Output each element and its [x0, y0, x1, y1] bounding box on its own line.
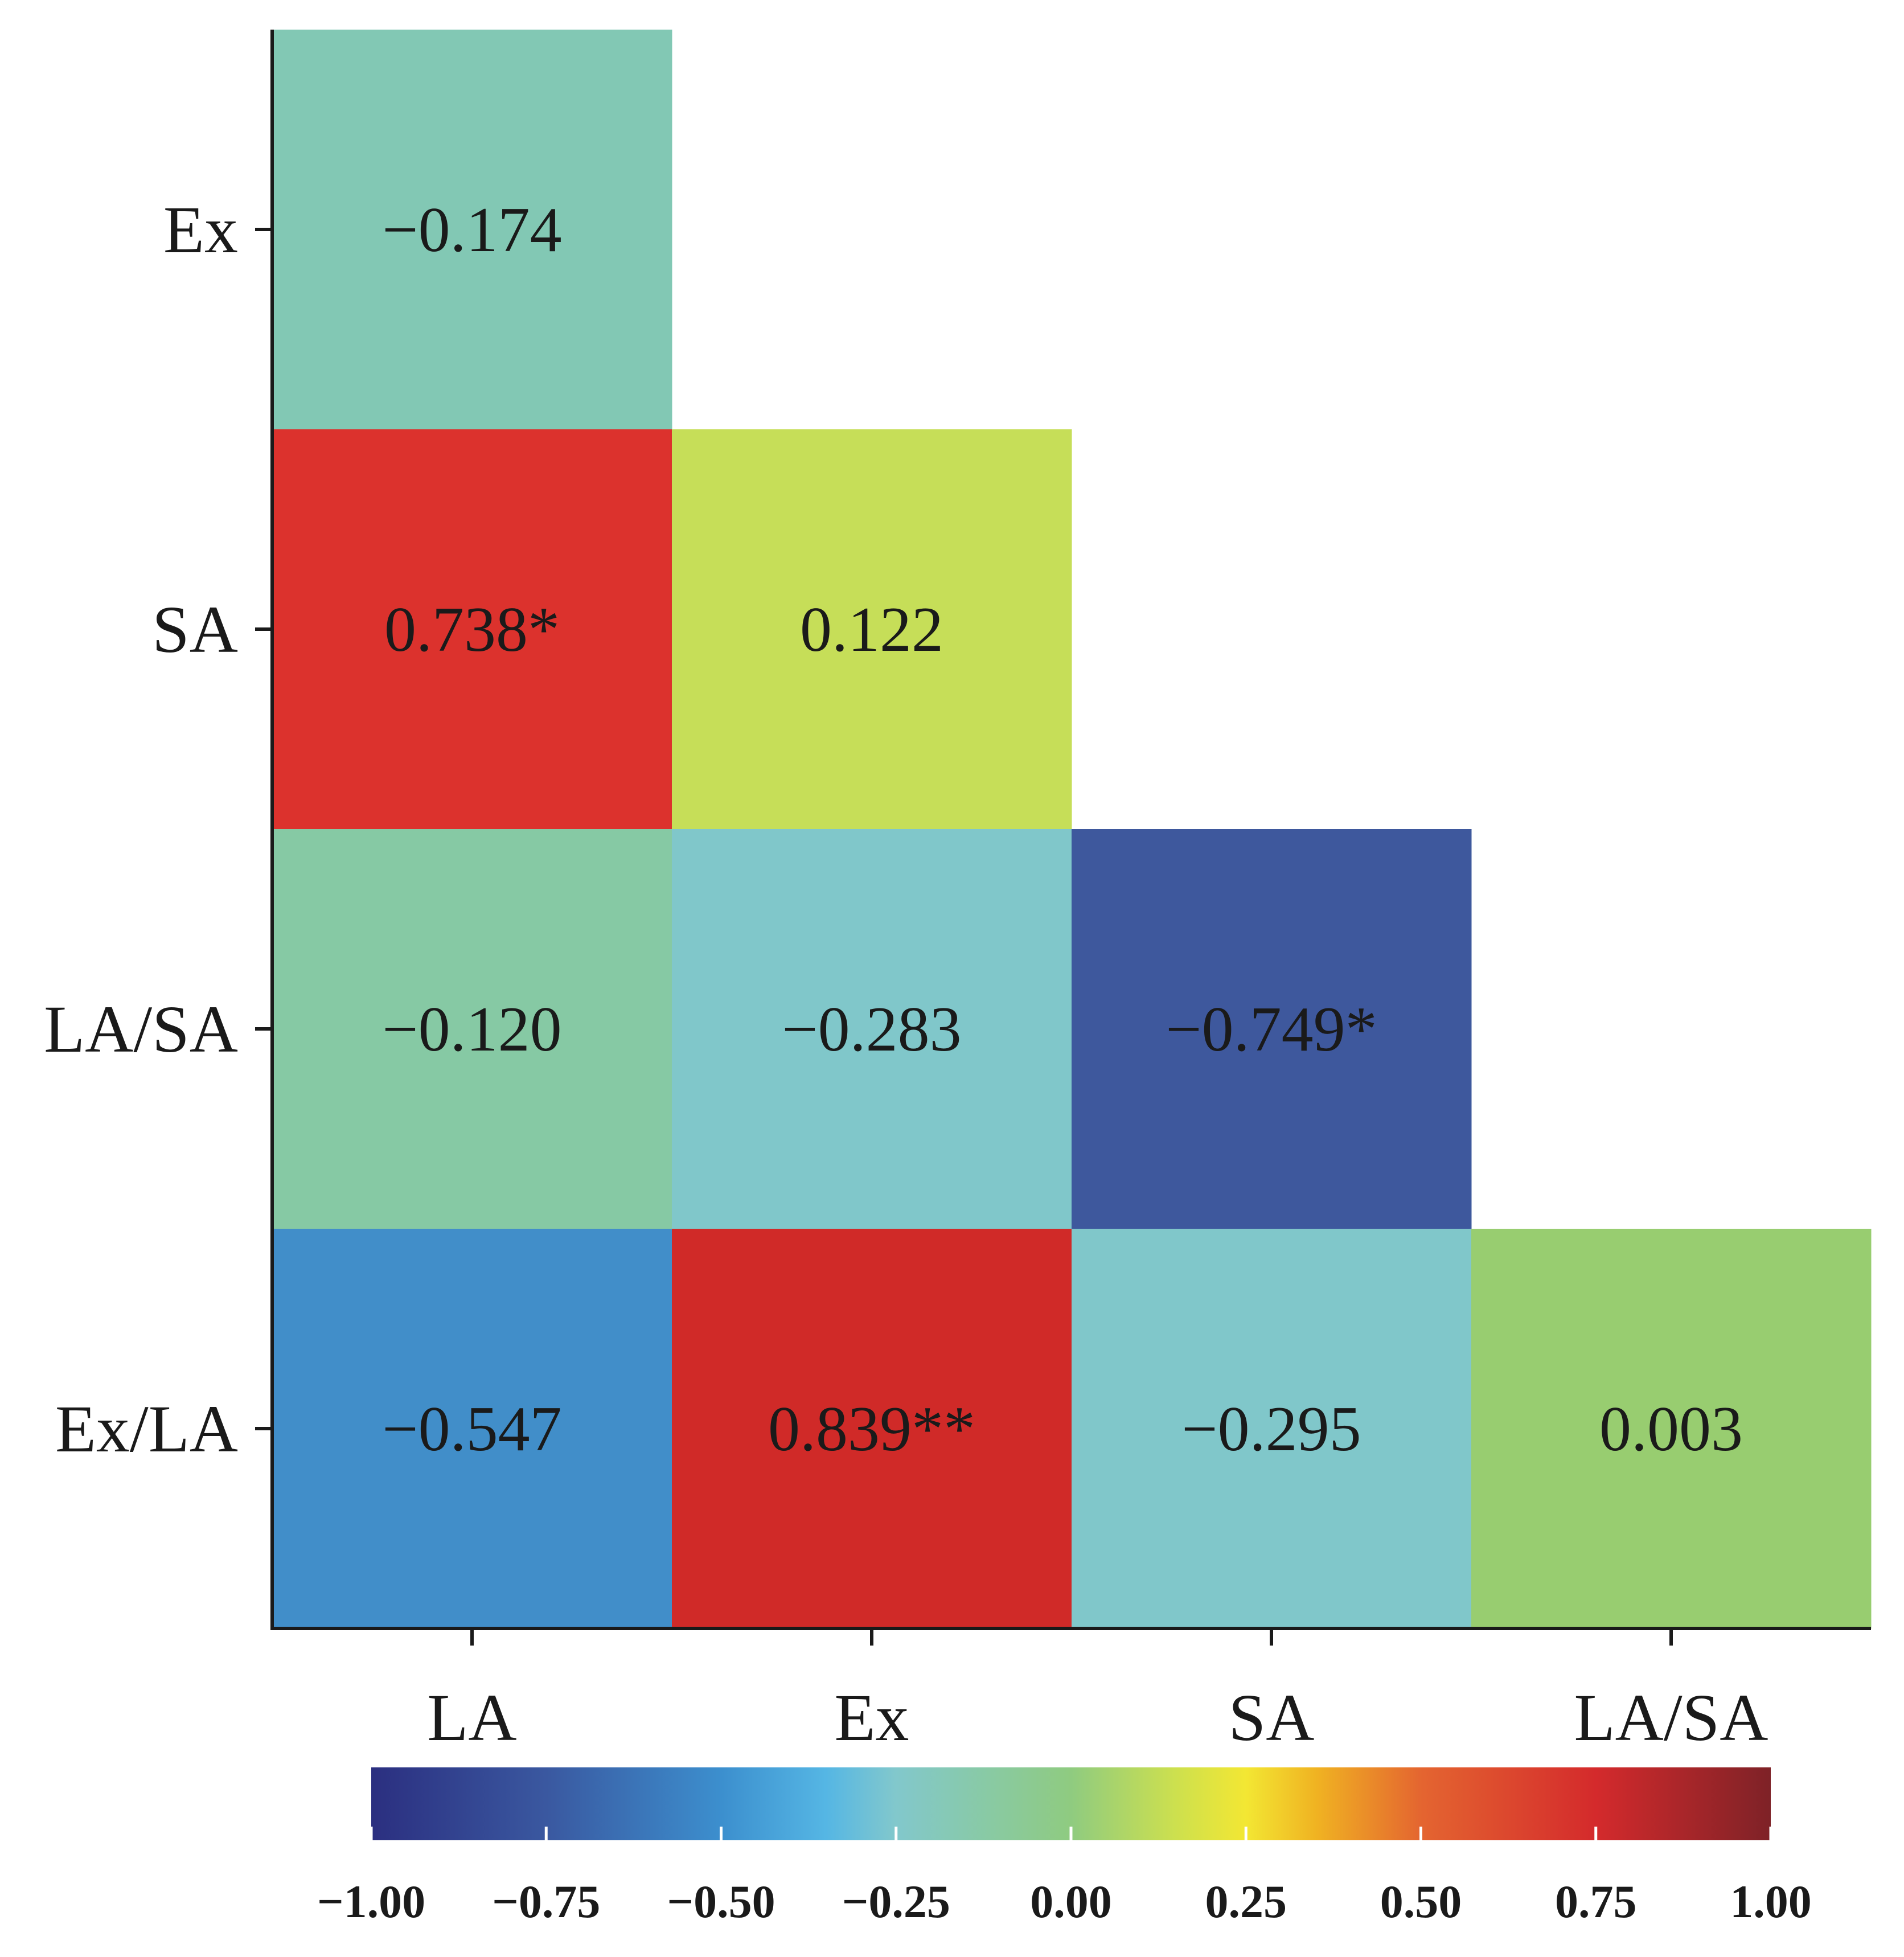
colorbar-tick-label: 0.50 — [1380, 1876, 1462, 1927]
cell-la-sa-ex — [672, 829, 1072, 1229]
cell-ex-la-sa-label: −0.295 — [1181, 1394, 1361, 1464]
cell-ex-la-la-sa-label: 0.003 — [1599, 1394, 1743, 1464]
axis-ticks: Ex SA LA/SA Ex/LA LA Ex SA LA/SA — [44, 192, 1768, 1755]
cell-ex-la-ex-label: 0.839** — [768, 1394, 975, 1464]
cell-sa-ex — [672, 429, 1072, 830]
cell-sa-la-label: 0.738* — [384, 594, 560, 665]
cell-sa-la — [272, 429, 672, 830]
colorbar-tick-label: −0.50 — [667, 1876, 775, 1927]
cell-ex-la — [272, 30, 672, 430]
cell-ex-la-label: −0.174 — [382, 195, 561, 265]
cell-la-sa-la — [272, 829, 672, 1229]
x-tick-label-ex: Ex — [834, 1680, 909, 1755]
cell-la-sa-sa-label: −0.749* — [1166, 994, 1377, 1065]
y-tick-label-sa: SA — [152, 592, 238, 667]
colorbar-tick-label: −0.75 — [492, 1876, 600, 1927]
axes — [270, 30, 1871, 1630]
cell-ex-la-ex — [672, 1229, 1072, 1629]
y-tick-label-ex-la: Ex/LA — [55, 1392, 238, 1466]
x-tick-label-sa: SA — [1229, 1680, 1315, 1755]
cell-sa-ex-label: 0.122 — [800, 594, 943, 665]
heatmap-cells: −0.174 0.738* 0.122 −0.120 −0.283 −0.749* −0.5… — [272, 30, 1872, 1629]
colorbar: −1.00 −0.75 −0.50 −0.25 0.00 0.25 0.50 0.75 1.00 — [317, 1767, 1812, 1927]
colorbar-tick-label: −1.00 — [317, 1876, 425, 1927]
y-tick-label-la-sa: LA/SA — [44, 992, 238, 1066]
cell-la-sa-sa — [1072, 829, 1472, 1229]
x-tick-label-la-sa: LA/SA — [1574, 1680, 1768, 1755]
colorbar-tick-label: 0.75 — [1555, 1876, 1637, 1927]
colorbar-tick-label: 1.00 — [1730, 1876, 1812, 1927]
cell-ex-la-la — [272, 1229, 672, 1629]
cell-ex-la-la-label: −0.547 — [382, 1394, 561, 1464]
cell-la-sa-ex-label: −0.283 — [782, 994, 961, 1065]
cell-la-sa-la-label: −0.120 — [382, 994, 561, 1065]
y-tick-label-ex: Ex — [163, 192, 238, 267]
colorbar-tick-label: −0.25 — [842, 1876, 950, 1927]
cell-ex-la-sa — [1072, 1229, 1472, 1629]
colorbar-tick-label: 0.00 — [1030, 1876, 1112, 1927]
cell-ex-la-la-sa — [1471, 1229, 1872, 1629]
colorbar-tick-label: 0.25 — [1205, 1876, 1287, 1927]
x-tick-label-la: LA — [427, 1680, 516, 1755]
